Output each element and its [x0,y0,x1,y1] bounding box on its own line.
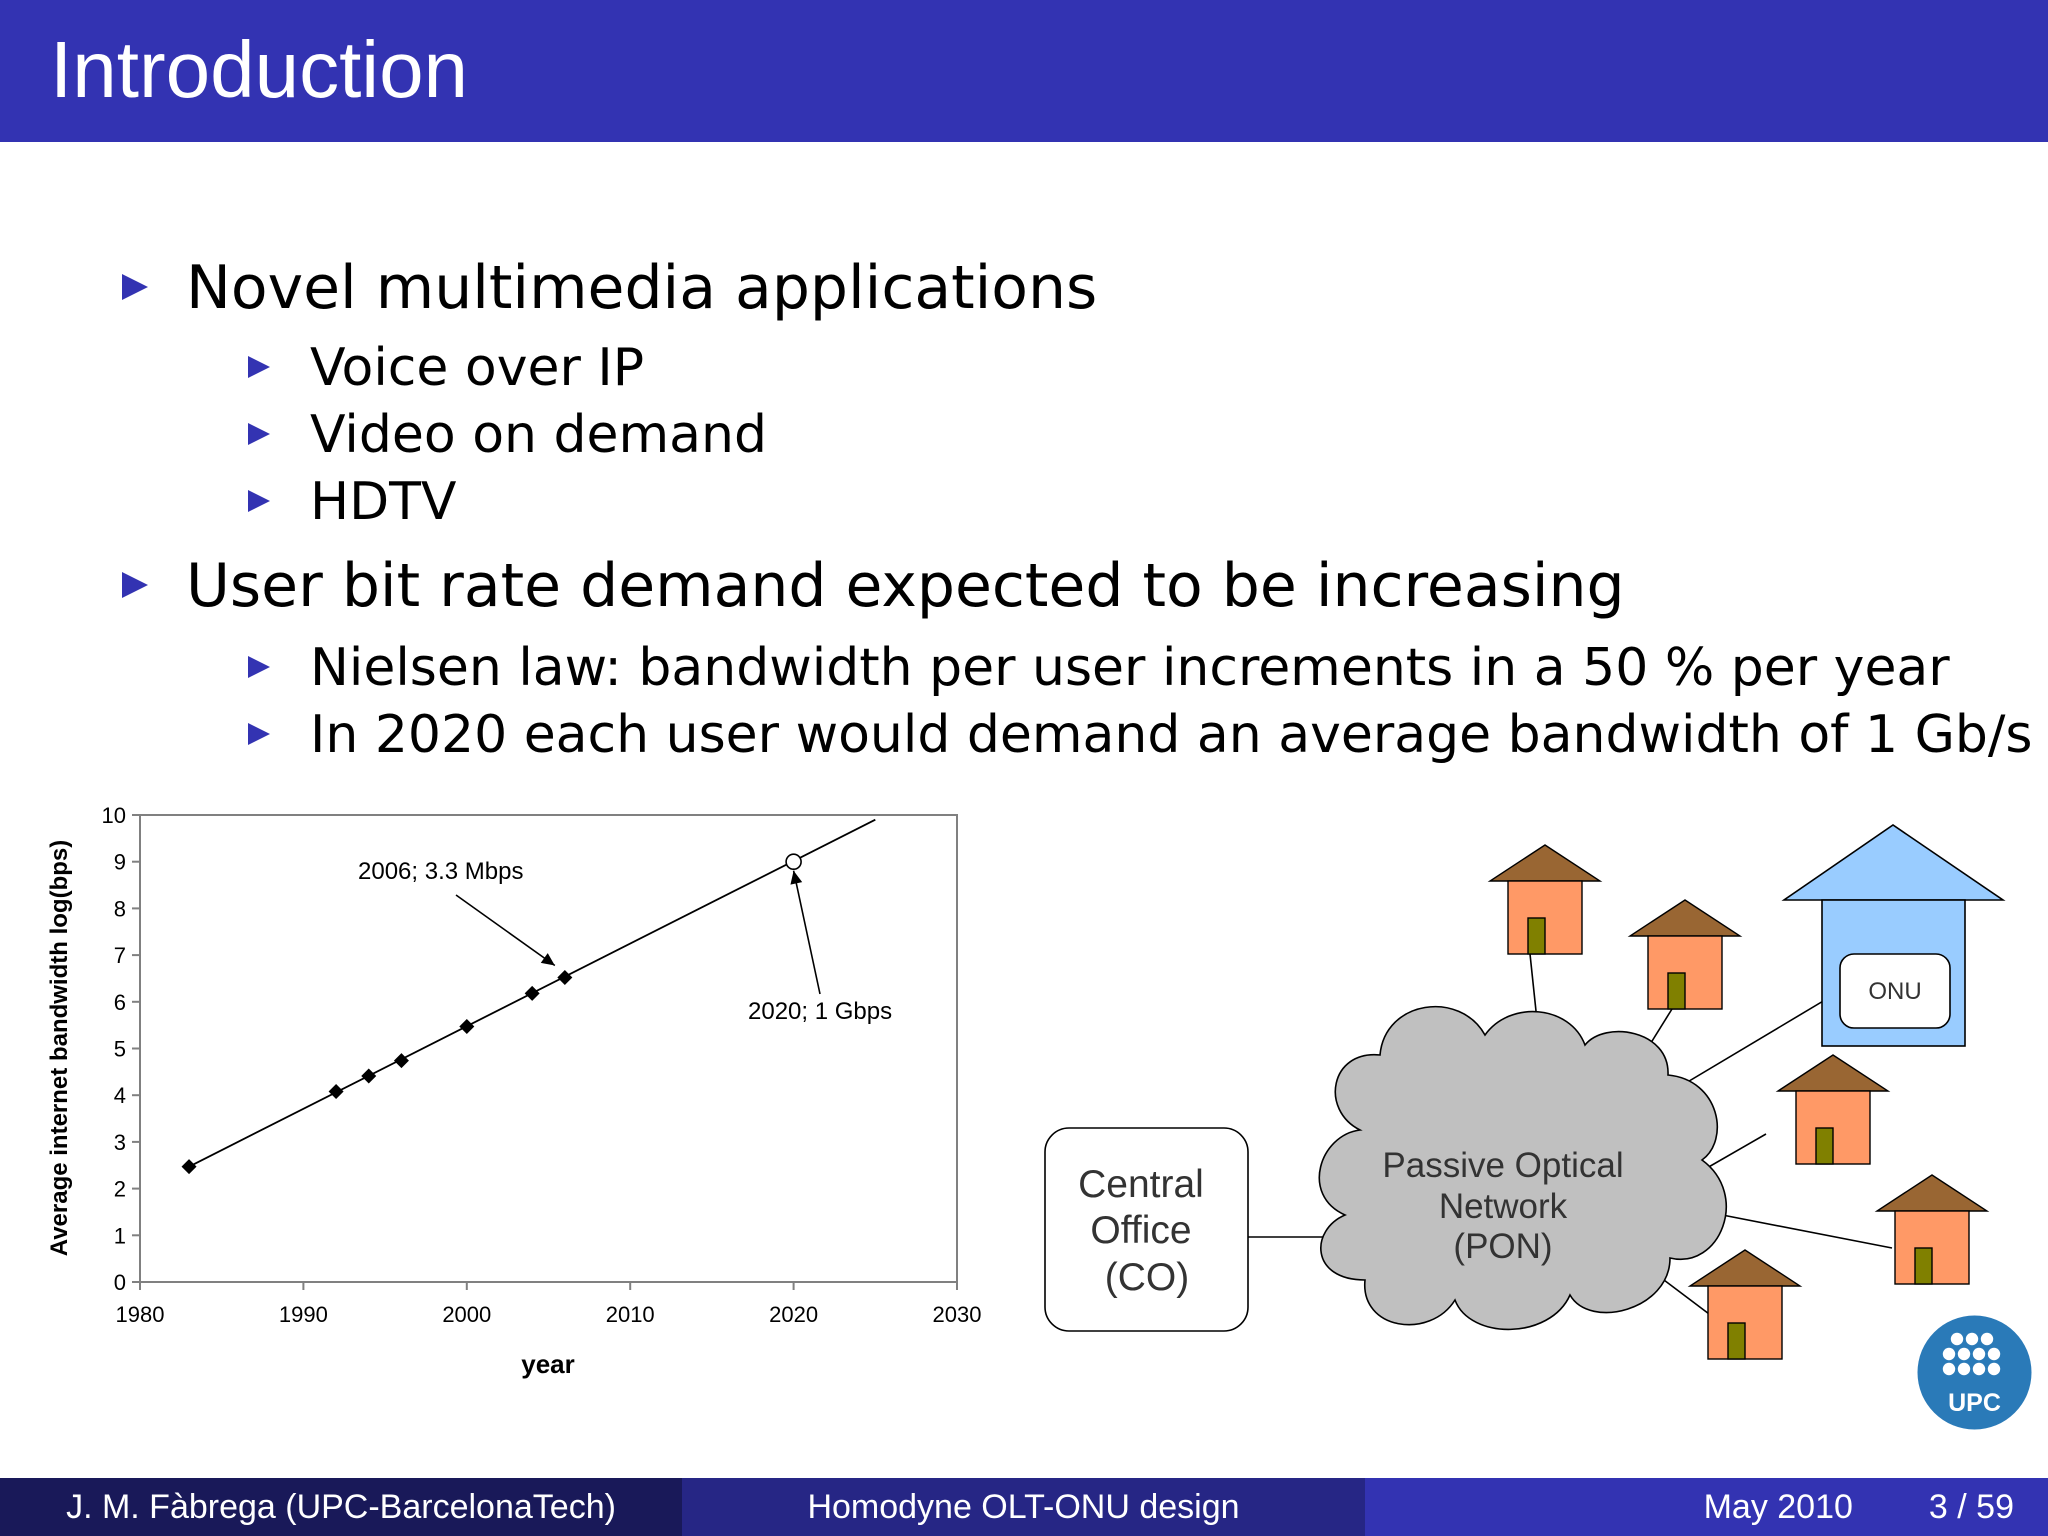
pon-label-1: Passive Optical [1382,1146,1623,1185]
co-label-2: Office [1090,1209,1191,1252]
footer-right: May 2010 3 / 59 [1365,1478,2048,1536]
house-icon [1775,1054,1891,1165]
x-tick-label: 1990 [279,1302,328,1327]
y-tick-label: 9 [114,850,126,875]
x-tick-label: 2000 [442,1302,491,1327]
bandwidth-chart: 0 1 2 3 4 5 6 7 8 9 10 1980 1990 2000 2010 2020 2030 200… [46,803,982,1379]
central-office-box: Central Office (CO) [1044,1127,1249,1332]
bullet-marker-icon [248,423,270,445]
bullet-marker-icon [122,572,148,598]
bullet-text: Novel multimedia applications [186,253,1098,323]
data-point [328,1083,344,1099]
bullet-item: Novel multimedia applications [122,258,1097,318]
annotation-arrow-head [540,953,555,966]
footer-page: 3 / 59 [1928,1487,2014,1526]
y-tick-label: 2 [114,1177,126,1202]
x-tick-label: 2030 [933,1302,982,1327]
house-icon [1687,1249,1803,1360]
annotation-arrow [792,870,821,995]
bullet-marker-icon [122,274,148,300]
sub-bullet-item: HDTV [248,476,456,528]
annotation-arrow [455,894,556,967]
sub-bullet-text: Video on demand [310,405,768,465]
co-label-3: (CO) [1105,1256,1189,1299]
logo-dot [1980,1332,1994,1346]
house-icon [1874,1174,1990,1285]
annotation-2006: 2006; 3.3 Mbps [358,858,523,885]
x-tick-label: 2020 [769,1302,818,1327]
logo-dot [1987,1347,2001,1361]
logo-dot [1987,1362,2001,1376]
annotation-2020: 2020; 1 Gbps [748,998,892,1025]
data-point [459,1019,475,1035]
y-tick-label: 7 [114,943,126,968]
y-axis-label: Average internet bandwidth log(bps) [46,840,73,1256]
co-label-1: Central [1078,1163,1204,1206]
building-icon: ONU [1781,824,2006,1047]
house-icon [1627,899,1743,1010]
bullet-item: User bit rate demand expected to be incr… [122,556,1625,616]
title-bar: Introduction [0,0,2048,142]
sub-bullet-text: In 2020 each user would demand an averag… [310,705,2033,765]
upc-logo: UPC [1917,1315,2032,1430]
data-point [181,1159,197,1175]
y-tick-label: 4 [114,1083,126,1108]
plot-frame [139,814,958,1283]
house-icon [1487,844,1603,955]
logo-dot [1942,1362,1956,1376]
logo-dot [1942,1347,1956,1361]
bullet-marker-icon [248,356,270,378]
y-tick-label: 6 [114,990,126,1015]
y-tick-label: 0 [114,1270,126,1295]
annotation-arrow-head [790,870,803,885]
sub-bullet-item: Video on demand [248,409,767,461]
footer-bar: J. M. Fàbrega (UPC-BarcelonaTech) Homody… [0,1478,2048,1536]
data-point [393,1053,409,1069]
logo-dot [1965,1332,1979,1346]
projected-point [785,853,802,870]
data-point [361,1068,377,1084]
sub-bullet-item: Voice over IP [248,342,644,394]
x-axis-label: year [521,1349,575,1379]
sub-bullet-text: Voice over IP [310,338,645,398]
y-tick-label: 10 [102,803,126,828]
sub-bullet-text: Nielsen law: bandwidth per user incremen… [310,638,1950,698]
pon-label-3: (PON) [1453,1227,1552,1266]
bullet-marker-icon [248,490,270,512]
onu-label: ONU [1868,978,1921,1005]
data-point [557,970,573,986]
bullet-list: Novel multimedia applications Voice over… [122,258,2033,761]
logo-dot [1950,1332,1964,1346]
data-point [524,985,540,1001]
footer-date: May 2010 [1703,1487,1853,1526]
bullet-marker-icon [248,723,270,745]
logo-text: UPC [1948,1389,2001,1417]
cloud-icon: Passive Optical Network (PON) [1318,1005,1728,1331]
y-tick-label: 8 [114,896,126,921]
y-tick-label: 1 [114,1223,126,1248]
logo-dot [1972,1347,1986,1361]
pon-diagram: Central Office (CO) Passive Optical Netw… [1044,824,2006,1360]
sub-bullet-text: HDTV [310,472,457,532]
y-tick-label: 5 [114,1037,126,1062]
sub-bullet-item: In 2020 each user would demand an averag… [248,709,2033,761]
bullet-text: User bit rate demand expected to be incr… [186,551,1625,621]
logo-dot [1957,1362,1971,1376]
logo-dot [1972,1362,1986,1376]
y-tick-label: 3 [114,1130,126,1155]
x-tick-label: 2010 [606,1302,655,1327]
slide-title: Introduction [50,25,469,114]
pon-label-2: Network [1439,1187,1568,1226]
bullet-marker-icon [248,656,270,678]
footer-author: J. M. Fàbrega (UPC-BarcelonaTech) [0,1478,682,1536]
x-tick-label: 1980 [116,1302,165,1327]
sub-bullet-item: Nielsen law: bandwidth per user incremen… [248,642,1950,694]
footer-title: Homodyne OLT-ONU design [682,1478,1365,1536]
logo-dot [1957,1347,1971,1361]
